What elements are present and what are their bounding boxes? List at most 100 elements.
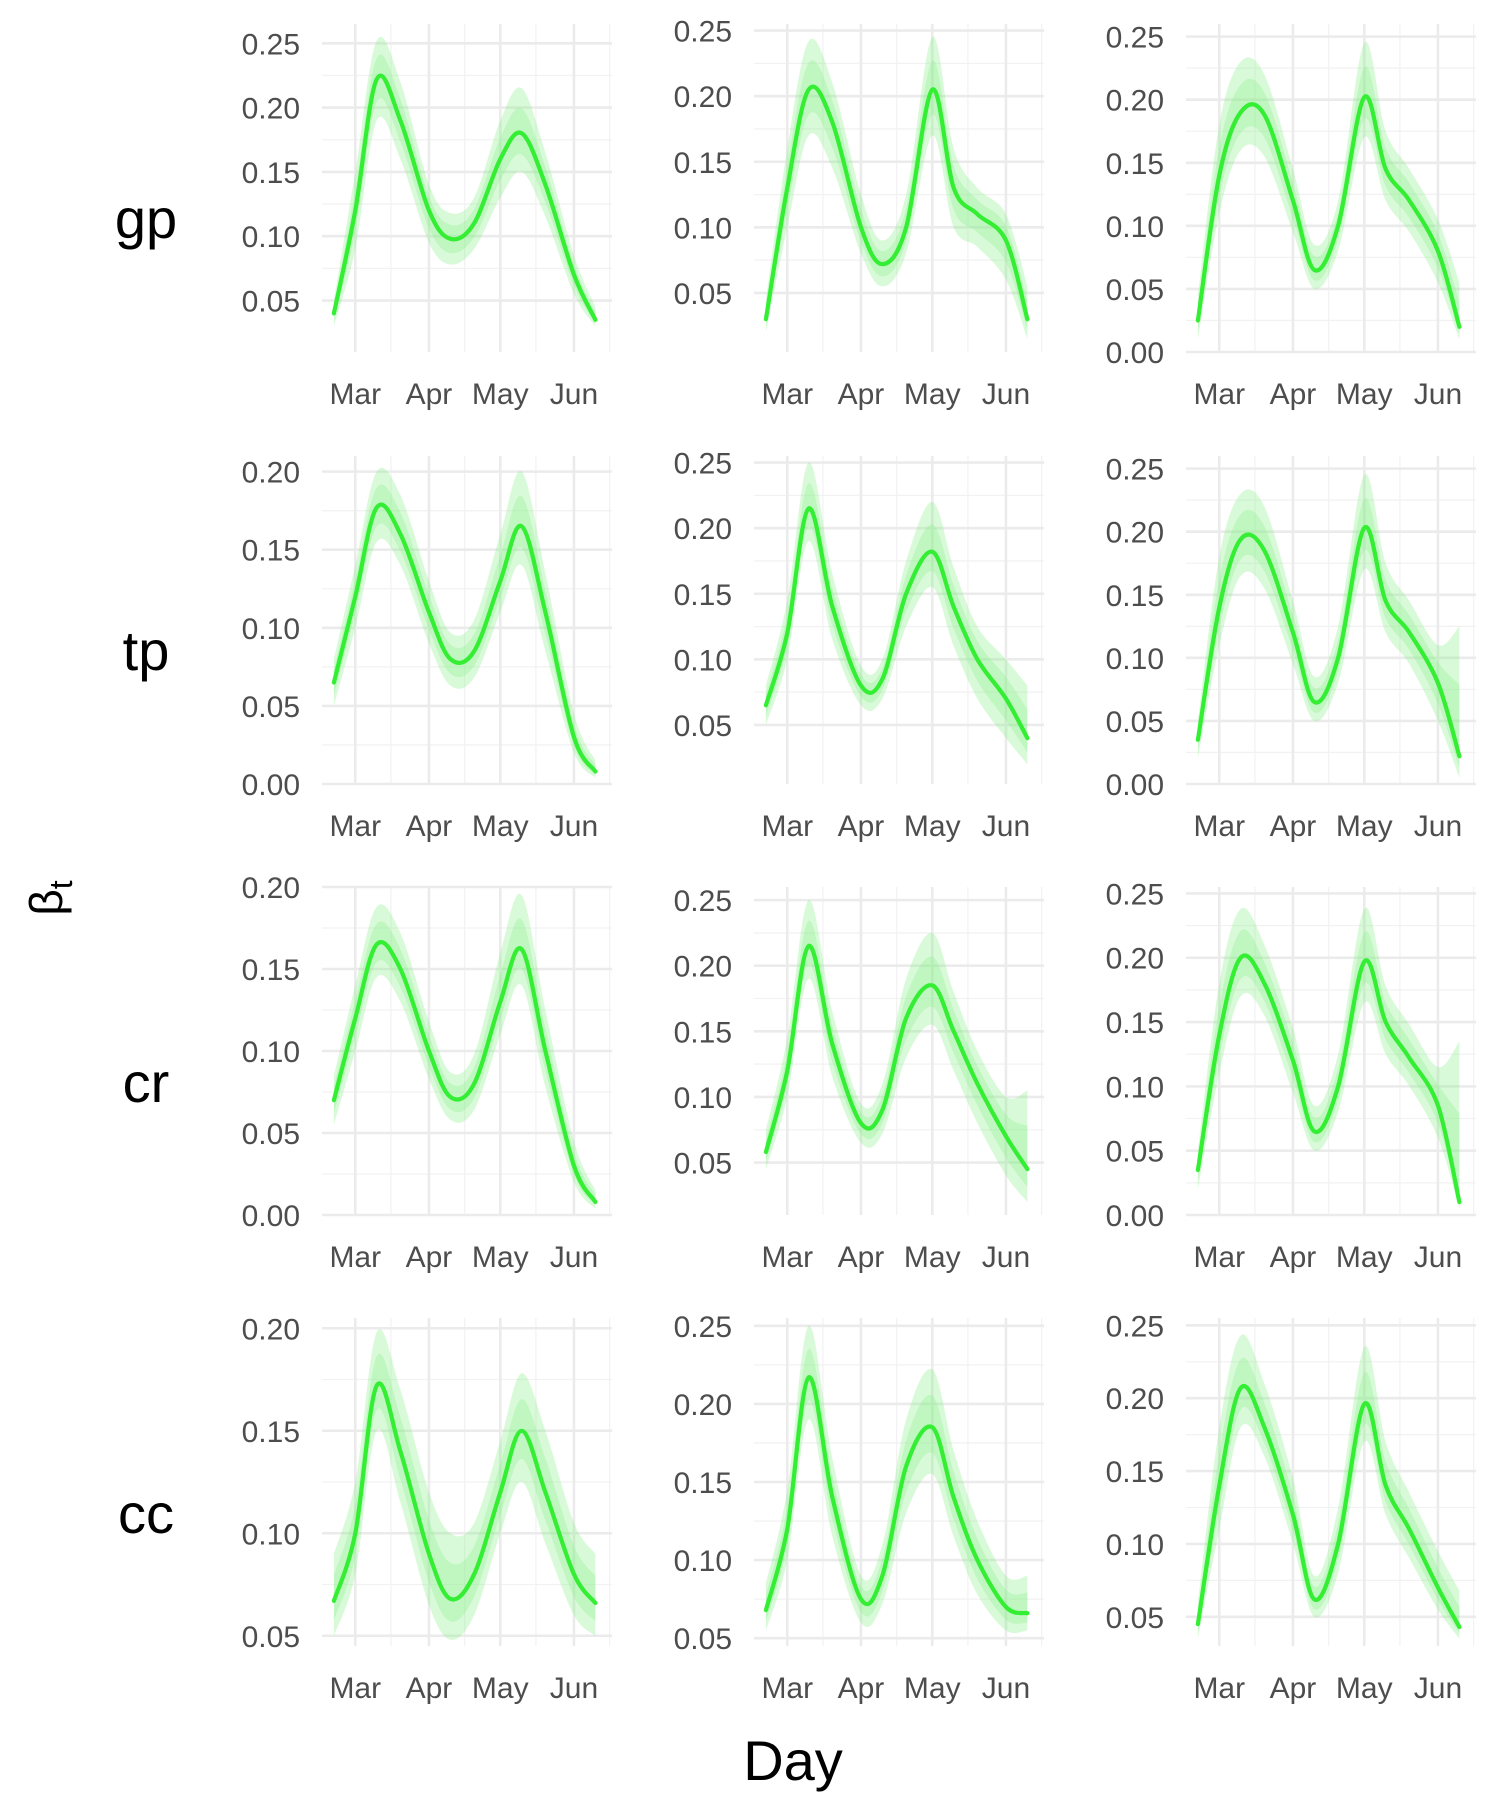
x-tick-label: Mar bbox=[761, 810, 813, 843]
y-tick-label: 0.25 bbox=[242, 28, 300, 61]
series-line bbox=[763, 943, 1030, 1172]
y-axis-title: βt bbox=[20, 880, 79, 915]
y-tick-label: 0.00 bbox=[1106, 1200, 1164, 1233]
y-tick-label: 0.15 bbox=[1106, 148, 1164, 181]
x-tick-label: Apr bbox=[406, 1241, 453, 1274]
series-line bbox=[763, 84, 1030, 322]
series-line bbox=[331, 73, 598, 322]
y-tick-label: 0.15 bbox=[1106, 580, 1164, 613]
x-tick-label: Jun bbox=[1414, 378, 1462, 411]
x-axis-title: Day bbox=[743, 1729, 843, 1792]
panel-gp-2: 0.05 0.10 0.15 0.20 0.25 Mar Apr May Jun bbox=[674, 16, 1044, 411]
panel-gp-3: 0.00 0.05 0.10 0.15 0.20 0.25 Mar Apr May Jun bbox=[1106, 22, 1476, 411]
y-tick-label: 0.15 bbox=[1106, 1456, 1164, 1489]
y-tick-label: 0.00 bbox=[242, 769, 300, 802]
y-tick-label: 0.10 bbox=[242, 221, 300, 254]
credible-band-outer bbox=[765, 1325, 1028, 1634]
y-tick-label: 0.25 bbox=[1106, 22, 1164, 55]
y-axis-title-symbol: β bbox=[20, 889, 72, 915]
x-tick-label: Jun bbox=[982, 1241, 1030, 1274]
panel-cc-3: 0.05 0.10 0.15 0.20 0.25 Mar Apr May Jun bbox=[1106, 1310, 1476, 1705]
y-tick-label: 0.15 bbox=[242, 1416, 300, 1449]
y-tick-label: 0.15 bbox=[674, 579, 732, 612]
panel-tp-3: 0.00 0.05 0.10 0.15 0.20 0.25 Mar Apr May Jun bbox=[1106, 454, 1476, 843]
series-line bbox=[763, 506, 1030, 741]
panel-cr-2: 0.05 0.10 0.15 0.20 0.25 Mar Apr May Jun bbox=[674, 885, 1044, 1274]
x-tick-label: Mar bbox=[329, 378, 381, 411]
y-tick-label: 0.20 bbox=[1106, 1383, 1164, 1416]
panel-tp-1: 0.00 0.05 0.10 0.15 0.20 Mar Apr May Jun bbox=[242, 456, 612, 843]
y-tick-label: 0.10 bbox=[674, 1082, 732, 1115]
y-tick-label: 0.20 bbox=[674, 513, 732, 546]
y-axis-title-subscript: t bbox=[43, 880, 79, 889]
y-tick-label: 0.25 bbox=[674, 448, 732, 481]
y-tick-label: 0.20 bbox=[242, 872, 300, 905]
panel-cr-1: 0.00 0.05 0.10 0.15 0.20 Mar Apr May Jun bbox=[242, 872, 612, 1274]
x-tick-label: Jun bbox=[1414, 1672, 1462, 1705]
x-tick-label: May bbox=[904, 810, 961, 843]
y-tick-label: 0.05 bbox=[674, 1623, 732, 1656]
x-tick-label: Jun bbox=[550, 1241, 598, 1274]
y-tick-label: 0.10 bbox=[1106, 211, 1164, 244]
y-tick-label: 0.00 bbox=[242, 1200, 300, 1233]
x-tick-label: Apr bbox=[1270, 810, 1317, 843]
x-tick-label: Apr bbox=[1270, 378, 1317, 411]
panel-cc-2: 0.05 0.10 0.15 0.20 0.25 Mar Apr May Jun bbox=[674, 1311, 1044, 1705]
x-tick-label: Apr bbox=[406, 378, 453, 411]
x-tick-label: Mar bbox=[1193, 1672, 1245, 1705]
x-tick-label: Mar bbox=[1193, 378, 1245, 411]
x-tick-label: Mar bbox=[329, 810, 381, 843]
credible-band-inner bbox=[765, 483, 1028, 753]
row-label-cr: cr bbox=[123, 1051, 170, 1114]
x-tick-label: May bbox=[472, 1241, 529, 1274]
series-line bbox=[331, 502, 598, 774]
x-tick-label: May bbox=[904, 1241, 961, 1274]
y-tick-label: 0.00 bbox=[1106, 769, 1164, 802]
y-tick-label: 0.10 bbox=[674, 212, 732, 245]
y-tick-label: 0.25 bbox=[674, 1311, 732, 1344]
y-tick-label: 0.10 bbox=[1106, 1529, 1164, 1562]
credible-band-inner bbox=[1197, 497, 1460, 768]
y-tick-label: 0.25 bbox=[1106, 878, 1164, 911]
y-tick-label: 0.05 bbox=[674, 278, 732, 311]
x-tick-label: May bbox=[472, 378, 529, 411]
row-label-cc: cc bbox=[118, 1482, 174, 1545]
x-tick-label: Apr bbox=[838, 378, 885, 411]
y-tick-label: 0.15 bbox=[242, 535, 300, 568]
y-tick-label: 0.20 bbox=[1106, 85, 1164, 118]
y-tick-label: 0.10 bbox=[1106, 643, 1164, 676]
row-label-gp: gp bbox=[115, 187, 177, 250]
x-tick-label: Mar bbox=[329, 1672, 381, 1705]
y-tick-label: 0.25 bbox=[674, 16, 732, 49]
y-tick-label: 0.10 bbox=[1106, 1071, 1164, 1104]
x-tick-label: Apr bbox=[838, 810, 885, 843]
y-tick-label: 0.20 bbox=[674, 951, 732, 984]
x-tick-label: May bbox=[472, 810, 529, 843]
series-line bbox=[1195, 953, 1462, 1205]
y-tick-label: 0.10 bbox=[674, 644, 732, 677]
y-tick-label: 0.15 bbox=[242, 157, 300, 190]
x-tick-label: May bbox=[472, 1672, 529, 1705]
y-tick-label: 0.20 bbox=[674, 81, 732, 114]
x-tick-label: May bbox=[1336, 1672, 1393, 1705]
series-line bbox=[763, 1375, 1030, 1616]
y-tick-label: 0.20 bbox=[242, 457, 300, 490]
y-tick-label: 0.10 bbox=[242, 1036, 300, 1069]
y-tick-label: 0.05 bbox=[674, 1148, 732, 1181]
x-tick-label: Apr bbox=[1270, 1672, 1317, 1705]
credible-band-outer bbox=[765, 462, 1028, 765]
y-tick-label: 0.10 bbox=[242, 1518, 300, 1551]
y-tick-label: 0.20 bbox=[1106, 517, 1164, 550]
y-tick-label: 0.20 bbox=[674, 1389, 732, 1422]
y-tick-label: 0.05 bbox=[1106, 274, 1164, 307]
y-tick-label: 0.05 bbox=[1106, 706, 1164, 739]
credible-band-inner bbox=[333, 1353, 596, 1622]
x-tick-label: May bbox=[1336, 1241, 1393, 1274]
credible-band-inner bbox=[765, 1348, 1028, 1624]
y-tick-label: 0.20 bbox=[242, 1313, 300, 1346]
series-line bbox=[1195, 94, 1462, 329]
y-tick-label: 0.05 bbox=[242, 1118, 300, 1151]
series-line bbox=[331, 1381, 598, 1606]
y-tick-label: 0.10 bbox=[674, 1545, 732, 1578]
series-line bbox=[1195, 1383, 1462, 1630]
